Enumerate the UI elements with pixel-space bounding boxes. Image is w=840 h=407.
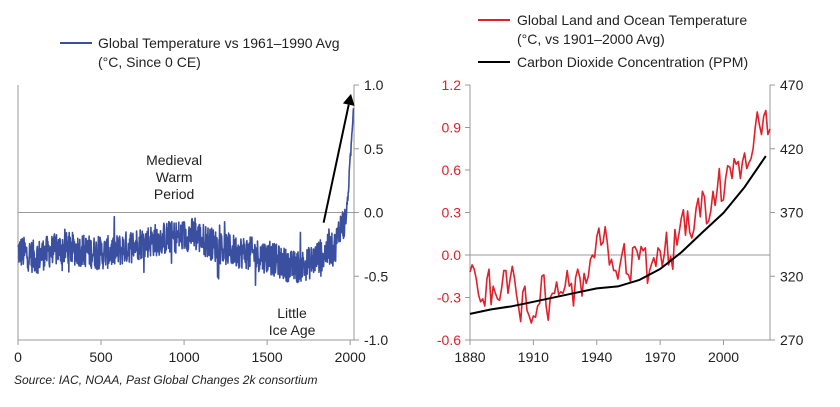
right-x-tick-label-1940: 1940 — [581, 349, 612, 365]
right-right-y-tick-label-4: 270 — [780, 332, 804, 348]
left-x-tick-label-2000: 2000 — [335, 349, 366, 365]
right-temperature-series-line — [469, 109, 771, 324]
left-y-tick-label-1: 0.5 — [364, 141, 384, 157]
right-right-y-tick-label-0: 470 — [780, 77, 804, 93]
right-x-tick-label-2000: 2000 — [708, 349, 739, 365]
left-x-tick-label-0: 0 — [14, 349, 22, 365]
left-y-tick-label-0: 1.0 — [364, 77, 384, 93]
right-left-y-tick-label-1: 0.9 — [442, 120, 462, 136]
left-temperature-series-line — [17, 108, 355, 287]
source-note: Source: IAC, NOAA, Past Global Changes 2… — [14, 373, 318, 387]
left-y-tick-label-2: 0.0 — [364, 205, 384, 221]
right-legend-co2-label: Carbon Dioxide Concentration (PPM) — [517, 54, 748, 70]
left-x-tick-label-1500: 1500 — [252, 349, 283, 365]
annotation-little-ice-age-line2: Ice Age — [269, 322, 316, 338]
left-y-tick-label-4: -1.0 — [364, 332, 388, 348]
right-left-y-tick-label-4: 0.0 — [442, 247, 462, 263]
left-legend-label-line1: Global Temperature vs 1961–1990 Avg — [98, 35, 340, 51]
left-y-tick-label-3: -0.5 — [364, 268, 388, 284]
right-x-tick-label-1880: 1880 — [454, 349, 485, 365]
right-left-y-tick-label-3: 0.3 — [442, 205, 462, 221]
annotation-medieval-line3: Period — [154, 186, 194, 202]
right-right-y-tick-label-2: 370 — [780, 205, 804, 221]
right-x-tick-label-1970: 1970 — [645, 349, 676, 365]
annotation-medieval-line2: Warm — [156, 169, 193, 185]
annotation-little-ice-age-line1: Little — [277, 305, 307, 321]
trend-arrow-head — [342, 93, 355, 106]
right-left-y-tick-label-2: 0.6 — [442, 162, 462, 178]
right-left-y-tick-label-5: -0.3 — [437, 290, 461, 306]
annotation-medieval-line1: Medieval — [146, 152, 202, 168]
right-legend-temp-label-line2: (°C, vs 1901–2000 Avg) — [517, 31, 665, 47]
trend-arrow-shaft — [322, 104, 350, 223]
right-left-y-tick-label-0: 1.2 — [442, 77, 462, 93]
right-legend-temp-label-line1: Global Land and Ocean Temperature — [517, 12, 747, 28]
right-x-tick-label-1910: 1910 — [518, 349, 549, 365]
right-right-y-tick-label-1: 420 — [780, 141, 804, 157]
right-co2-series-line — [469, 155, 767, 315]
left-x-tick-label-1000: 1000 — [169, 349, 200, 365]
left-legend-label-line2: (°C, Since 0 CE) — [98, 54, 201, 70]
left-x-tick-label-500: 500 — [89, 349, 113, 365]
right-left-y-tick-label-6: -0.6 — [437, 332, 461, 348]
right-right-y-tick-label-3: 320 — [780, 268, 804, 284]
